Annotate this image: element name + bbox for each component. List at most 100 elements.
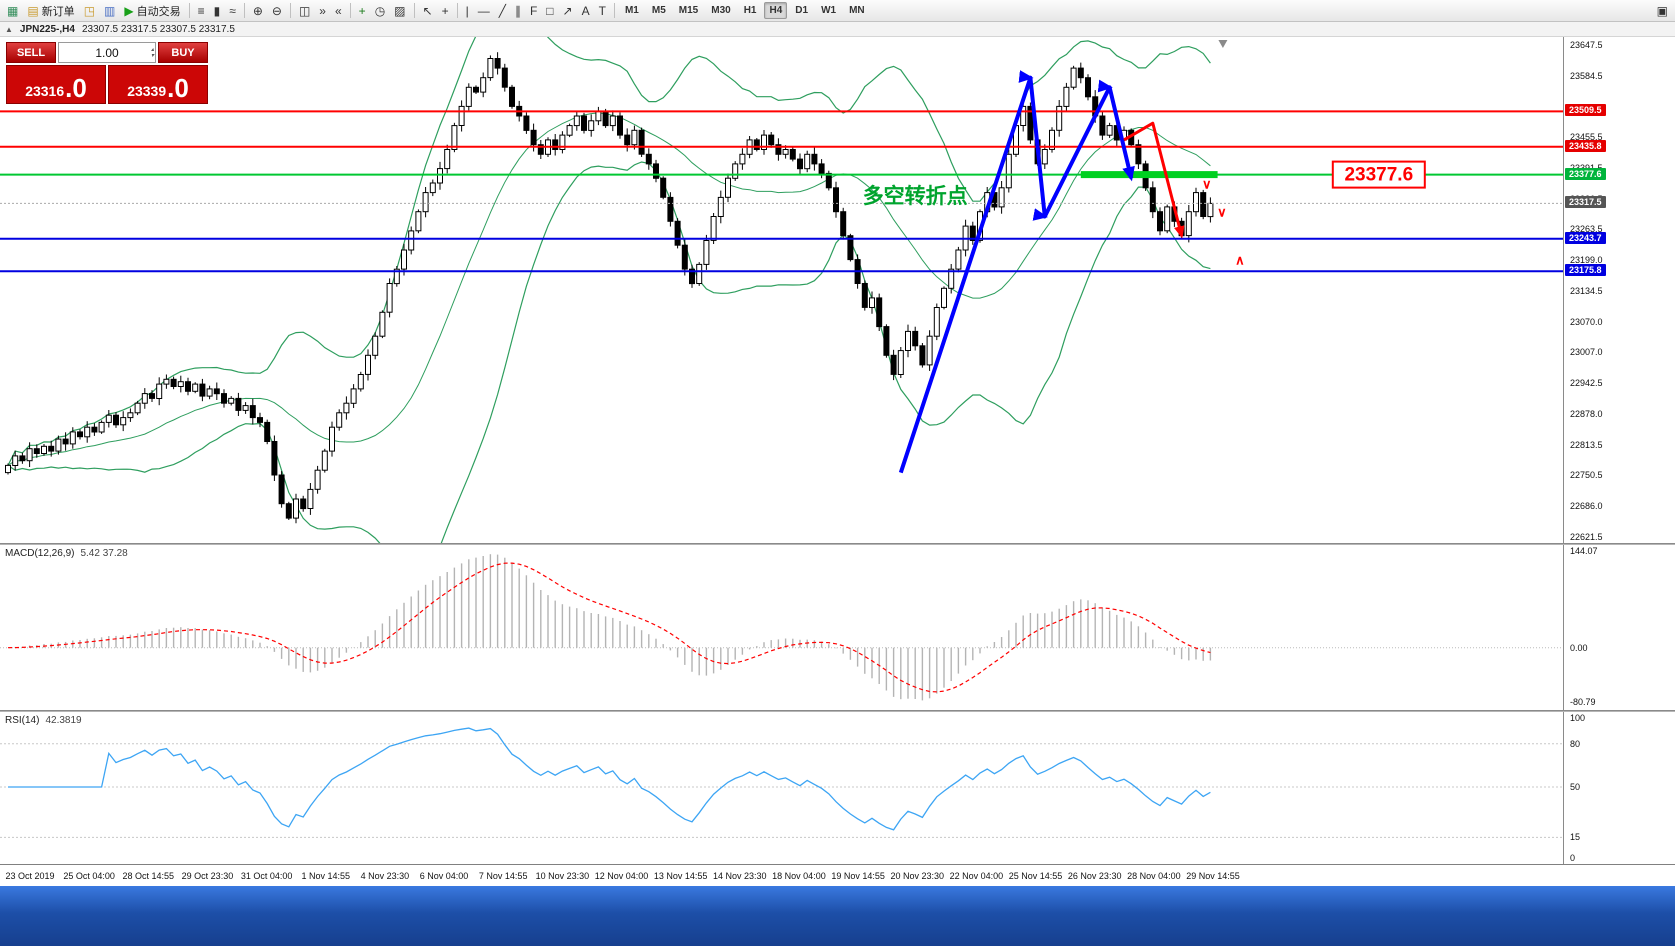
- toolbar-separator: [613, 3, 615, 18]
- chart-shift-marker[interactable]: [1218, 40, 1228, 48]
- timeframe-w1[interactable]: W1: [821, 5, 837, 16]
- trendline[interactable]: ╱: [495, 2, 510, 20]
- rsi-axis-label: 0: [1570, 853, 1576, 863]
- rsi-panel: 100 80 50 15 0 RSI(14) 42.3819: [0, 712, 1675, 864]
- market-watch-icon: ▥: [104, 3, 116, 18]
- timeframe-h1[interactable]: H1: [743, 5, 757, 16]
- price-callout: 23377.6: [1331, 160, 1426, 189]
- time-label: 25 Oct 04:00: [63, 871, 115, 881]
- time-label: 12 Nov 04:00: [594, 871, 649, 881]
- rsi-axis: 100 80 50 15 0: [1563, 712, 1675, 864]
- text-label[interactable]: T: [595, 2, 610, 20]
- price-tick: 23647.5: [1570, 40, 1603, 51]
- timeframe-m30[interactable]: M30: [711, 5, 731, 16]
- zoom-out[interactable]: ⊖: [268, 2, 286, 20]
- green-level-bar[interactable]: [1080, 171, 1218, 179]
- toolbar-separator: [456, 3, 458, 18]
- profiles[interactable]: ◳: [80, 2, 99, 20]
- fibonacci-icon: F: [529, 3, 538, 18]
- tile-windows-icon: ◫: [298, 3, 311, 18]
- candle-chart-mode[interactable]: ▮: [210, 2, 225, 20]
- auto-scroll[interactable]: »: [315, 2, 330, 20]
- time-label: 14 Nov 23:30: [713, 871, 767, 881]
- panel-splitter[interactable]: [0, 543, 1675, 545]
- shapes[interactable]: □: [542, 2, 557, 20]
- timeframe-m15[interactable]: M15: [678, 5, 699, 16]
- line-chart-mode[interactable]: ≈: [225, 2, 240, 20]
- candle-chart-mode-icon: ▮: [213, 3, 221, 18]
- timeframe-h4[interactable]: H4: [764, 2, 788, 19]
- red-trend-zigzag[interactable]: [1123, 121, 1185, 239]
- market-watch[interactable]: ▥: [100, 2, 119, 20]
- candlestick-chart[interactable]: ∨ ∨ ∧ 多空转折点 23377.6: [0, 37, 1563, 543]
- autotrading-label: 自动交易: [136, 5, 181, 18]
- macd-axis-label: 0.00: [1570, 642, 1588, 653]
- macd-axis: 144.07 0.00 -80.79: [1563, 545, 1675, 710]
- timeframe-d1[interactable]: D1: [795, 5, 809, 16]
- rsi-line: [8, 727, 1211, 831]
- periods[interactable]: ◷: [371, 2, 389, 20]
- fibonacci[interactable]: F: [526, 2, 541, 20]
- macd-signal-line: [7, 562, 1211, 693]
- sell-button[interactable]: SELL: [6, 42, 56, 63]
- time-axis[interactable]: 23 Oct 2019 25 Oct 04:00 28 Oct 14:55 29 Oc…: [0, 864, 1675, 886]
- new-order[interactable]: ▤ 新订单: [23, 2, 78, 20]
- tile-windows[interactable]: ◫: [295, 2, 314, 20]
- cursor-icon: ↖: [422, 3, 433, 18]
- window-grid[interactable]: ▣: [1653, 2, 1672, 20]
- chart-title-bar: ▲ JPN225-,H4 23307.5 23317.5 23307.5 233…: [0, 22, 1675, 37]
- cursor[interactable]: ↖: [419, 2, 437, 20]
- rsi-axis-label: 100: [1570, 713, 1586, 723]
- macd-axis-label: 144.07: [1570, 546, 1598, 556]
- indicators[interactable]: +: [355, 2, 370, 20]
- arrows-tool[interactable]: ↗: [559, 2, 577, 20]
- text-label-icon: T: [598, 3, 606, 18]
- equidistant-channel[interactable]: ∥: [511, 2, 525, 20]
- buy-button[interactable]: BUY: [158, 42, 208, 63]
- bar-chart-mode[interactable]: ≡: [194, 2, 209, 20]
- text-tool-icon: A: [581, 3, 590, 18]
- bar-chart-mode-icon: ≡: [197, 3, 205, 18]
- sell-price-button[interactable]: 23316.0: [6, 65, 106, 104]
- time-label: 4 Nov 23:30: [360, 871, 410, 881]
- text-tool[interactable]: A: [578, 2, 594, 20]
- timeframe-m1[interactable]: M1: [624, 5, 639, 16]
- buy-price-button[interactable]: 23339.0: [108, 65, 208, 104]
- rsi-chart[interactable]: [0, 712, 1563, 864]
- profiles-icon: ◳: [83, 3, 96, 18]
- taskbar[interactable]: [0, 886, 1675, 946]
- price-main: 23339: [127, 82, 167, 99]
- macd-label: MACD(12,26,9) 5.42 37.28: [5, 548, 128, 559]
- templates[interactable]: ▨: [390, 2, 409, 20]
- equidistant-channel-icon: ∥: [514, 3, 521, 18]
- horizontal-line[interactable]: —: [474, 2, 494, 20]
- price-tick: 22878.0: [1570, 408, 1603, 419]
- red-arrow-mark: ∨: [1217, 205, 1227, 220]
- timeframe-m5[interactable]: M5: [651, 5, 666, 16]
- one-click-trading-panel: SELL 1.00 ▴ ▾ BUY 23316.0 23339.0: [6, 42, 208, 104]
- price-tick: 22813.5: [1570, 439, 1603, 450]
- macd-chart[interactable]: [0, 545, 1563, 710]
- price-main: 23316: [25, 82, 65, 99]
- volume-spinner[interactable]: ▴ ▾: [150, 46, 154, 59]
- toolbar-separator: [413, 3, 415, 18]
- volume-input[interactable]: 1.00 ▴ ▾: [58, 42, 156, 63]
- autotrading[interactable]: ▶ 自动交易: [120, 2, 184, 20]
- crosshair[interactable]: +: [438, 2, 453, 20]
- macd-panel: 144.07 0.00 -80.79 MACD(12,26,9) 5.42 37.28: [0, 545, 1675, 710]
- trade-panel-collapse-icon[interactable]: ▲: [5, 24, 13, 34]
- price-tick: 23007.0: [1570, 346, 1603, 357]
- time-label: 28 Nov 04:00: [1127, 871, 1181, 881]
- blue-trend-zigzag[interactable]: [898, 70, 1135, 474]
- macd-axis-label: -80.79: [1570, 697, 1596, 707]
- toolbar-separator: [188, 3, 190, 18]
- vertical-line[interactable]: |: [462, 2, 473, 20]
- zoom-in[interactable]: ⊕: [249, 2, 267, 20]
- panel-splitter[interactable]: [0, 710, 1675, 712]
- chart-shift[interactable]: «: [331, 2, 346, 20]
- price-axis: 23647.523584.523455.523391.523326.523263…: [1563, 37, 1675, 543]
- price-tick: 23134.5: [1570, 285, 1603, 296]
- timeframe-mn[interactable]: MN: [849, 5, 865, 16]
- new-chart[interactable]: ▦: [3, 2, 22, 20]
- time-label: 18 Nov 04:00: [772, 871, 826, 881]
